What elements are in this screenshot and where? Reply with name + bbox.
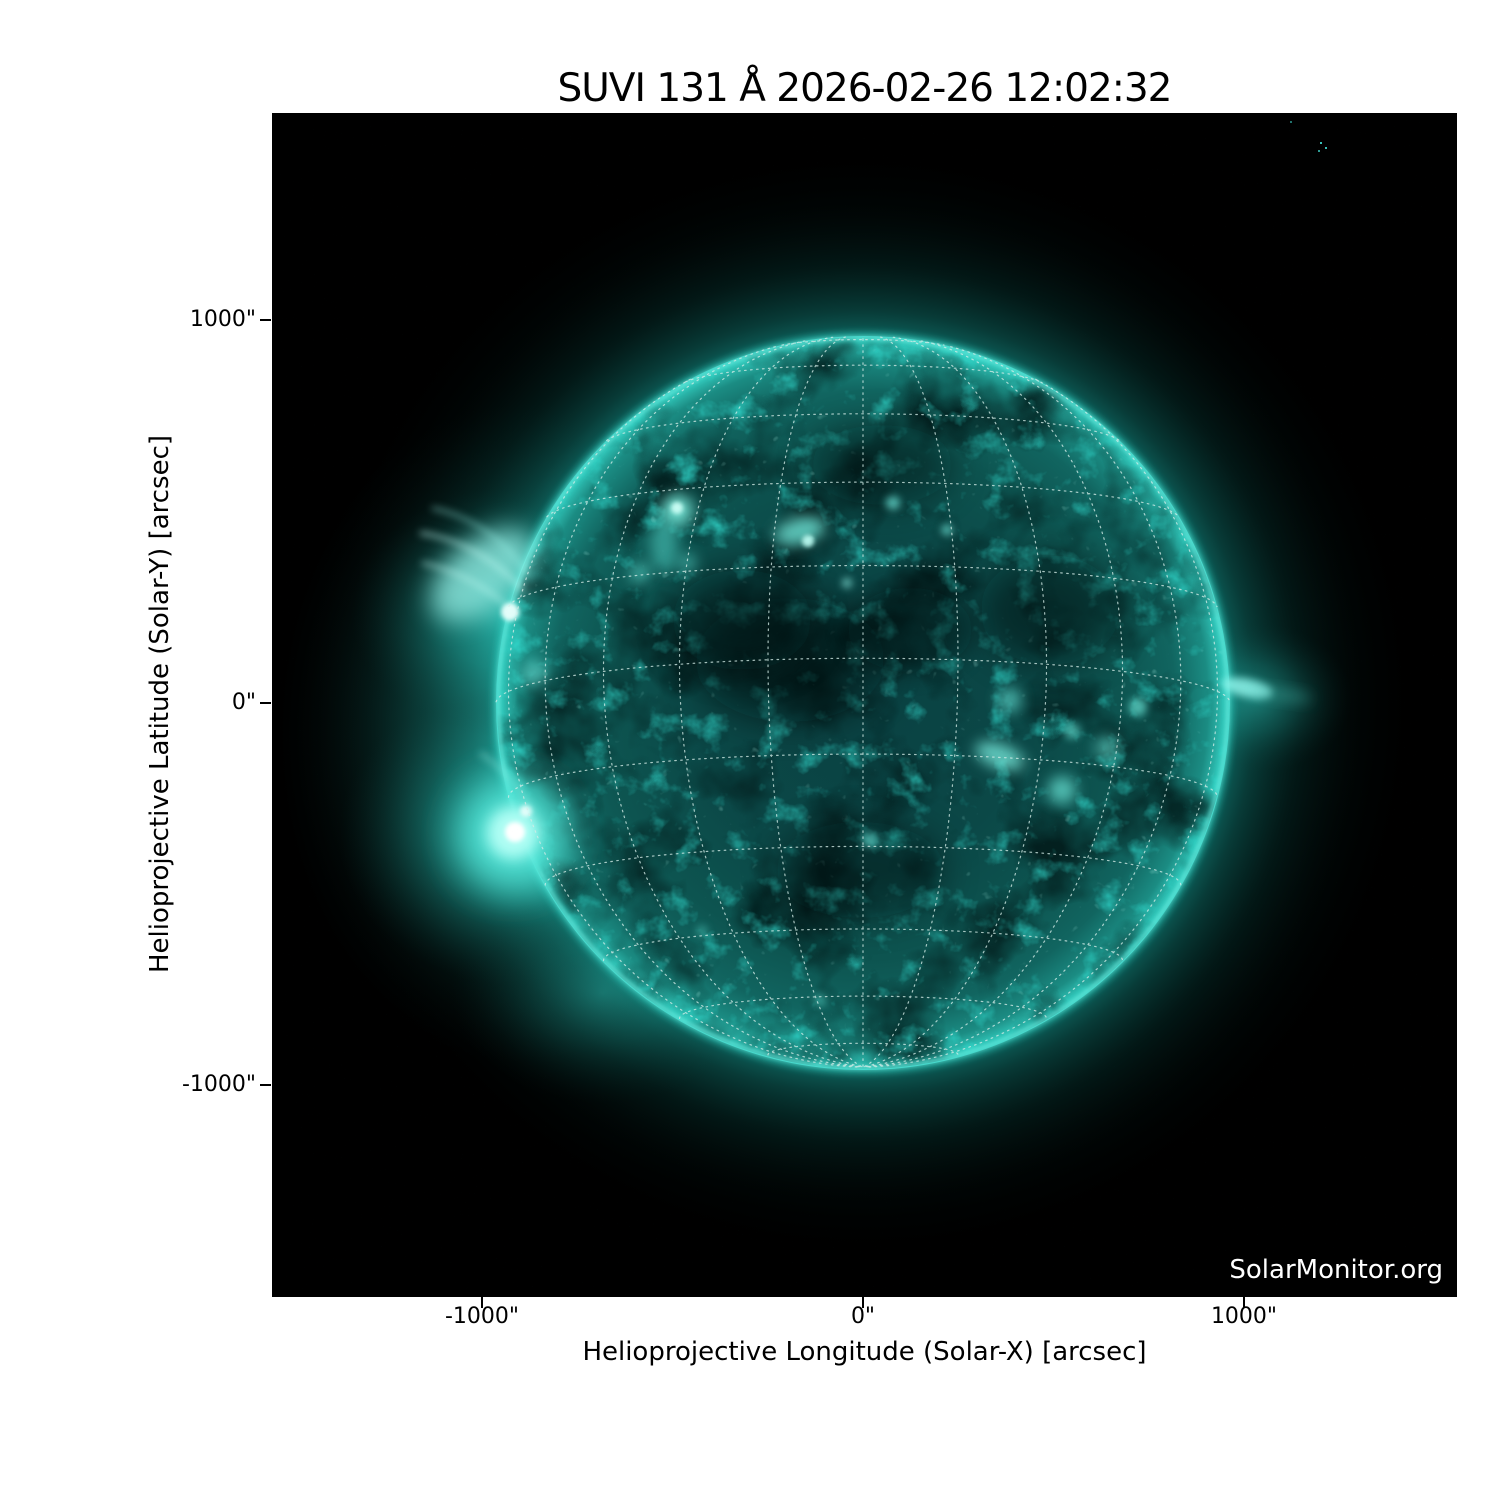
sensor-grain (272, 113, 1457, 1297)
y-tick-mark (260, 702, 271, 704)
y-tick-label-1000: 1000" (189, 307, 256, 332)
x-tick-mark (1243, 1297, 1245, 1308)
plot-area: SolarMonitor.org (272, 113, 1457, 1297)
x-tick-label-0: 0" (850, 1304, 876, 1329)
watermark: SolarMonitor.org (1229, 1255, 1443, 1285)
y-tick-mark (260, 1084, 271, 1086)
x-tick-mark (862, 1297, 864, 1308)
x-tick-label-neg-1000: -1000" (444, 1304, 520, 1329)
x-axis-label: Helioprojective Longitude (Solar-X) [arc… (582, 1337, 1147, 1367)
sun-image (272, 113, 1457, 1297)
x-tick-mark (481, 1297, 483, 1308)
figure-title: SUVI 131 Å 2026-02-26 12:02:32 (557, 66, 1173, 111)
y-tick-mark (260, 319, 271, 321)
x-tick-label-1000: 1000" (1210, 1304, 1278, 1329)
y-tick-label-0: 0" (231, 690, 256, 715)
y-tick-label-neg-1000: -1000" (181, 1072, 256, 1097)
